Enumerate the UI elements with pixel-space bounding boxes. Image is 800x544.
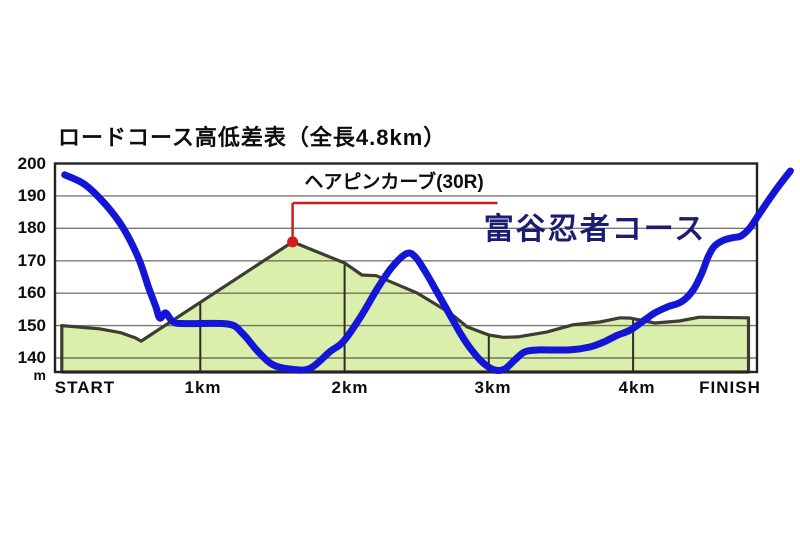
x-tick-label: 4km <box>618 378 656 397</box>
x-tick-label: 3km <box>474 378 512 397</box>
elevation-area-fill <box>61 241 749 372</box>
plot-border <box>53 162 759 374</box>
y-tick-label: 170 <box>17 251 46 270</box>
x-tick-label: 2km <box>331 378 369 397</box>
y-tick-label: 140 <box>17 348 46 367</box>
chart-title: ロードコース高低差表（全長4.8km） <box>58 125 447 150</box>
hairpin-curve-label: ヘアピンカーブ(30R) <box>304 172 484 193</box>
y-tick-label: 200 <box>17 154 46 173</box>
y-tick-label: 190 <box>17 186 46 205</box>
x-tick-label: FINISH <box>699 378 761 397</box>
y-tick-label: 160 <box>17 283 46 302</box>
y-tick-label: 180 <box>17 218 46 237</box>
ninja-course-label: 富谷忍者コース <box>483 213 707 246</box>
x-tick-label: START <box>54 378 116 397</box>
y-axis-unit-label: m <box>33 367 46 383</box>
x-tick-label: 1km <box>184 378 222 397</box>
elevation-outline <box>60 240 751 374</box>
annotation-dot <box>287 236 299 248</box>
y-tick-label: 150 <box>17 316 46 335</box>
course-line <box>61 167 794 375</box>
